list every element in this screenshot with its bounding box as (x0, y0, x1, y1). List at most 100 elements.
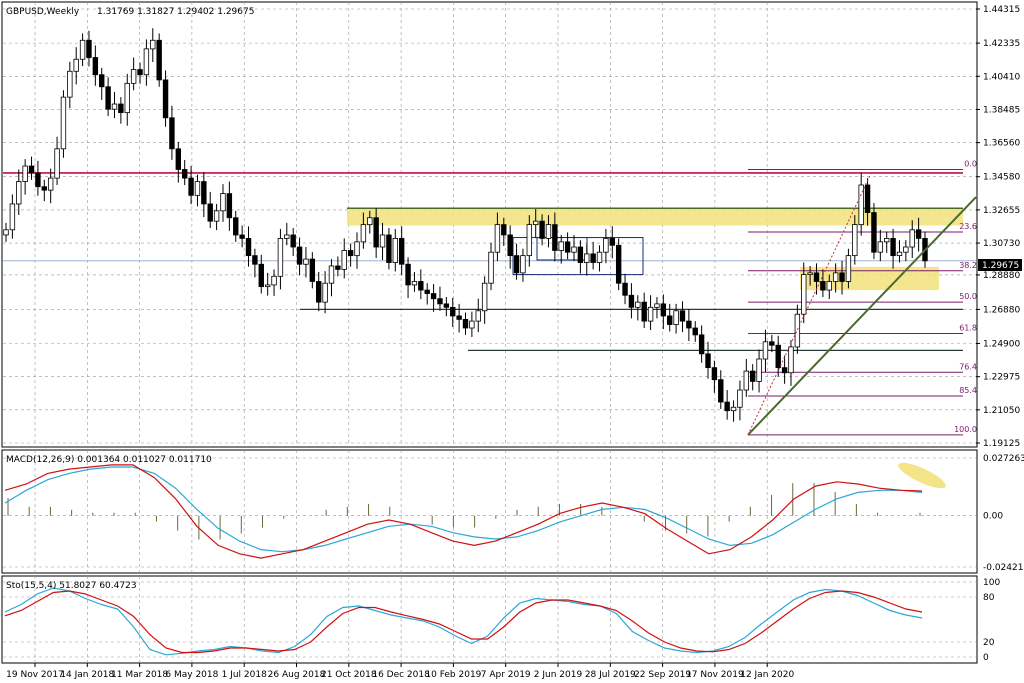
candle-body (622, 282, 628, 296)
main-ohlc: 1.31769 1.31827 1.29402 1.29675 (97, 7, 254, 17)
candle-body (245, 238, 252, 257)
time-tick-label: 14 Jan 2018 (60, 670, 114, 680)
time-tick-label: 19 Nov 2017 (6, 670, 64, 680)
candle-body (456, 315, 462, 320)
stoch-panel-frame (1, 575, 978, 664)
time-tick-label: 21 Oct 2018 (321, 670, 377, 680)
candle-body (794, 313, 801, 348)
candle-body (309, 258, 316, 282)
candle-body (654, 303, 660, 308)
candle-body (47, 177, 54, 191)
macd-line (4, 464, 923, 559)
candle-body (111, 103, 118, 110)
candle-body (105, 86, 111, 110)
candle-body (405, 263, 411, 286)
time-tick-label: 28 Jul 2019 (585, 670, 636, 680)
stochastic-series (4, 587, 923, 656)
candle-body (864, 184, 871, 213)
candle-body (367, 217, 373, 226)
macd-axis: 0.027263 0.00 -0.024213 (983, 454, 1024, 573)
candle-body (354, 241, 360, 257)
candle-body (67, 70, 73, 98)
price-tick-label: 1.38485 (983, 105, 1020, 115)
candle-body (392, 238, 398, 263)
candle-body (711, 367, 718, 381)
time-tick-label: 10 Feb 2019 (425, 670, 481, 680)
candle-body (571, 246, 577, 253)
candle-body (903, 246, 909, 253)
candle-body (698, 334, 705, 355)
price-tick-label: 1.30730 (983, 239, 1020, 249)
candle-body (603, 238, 609, 253)
stoch-tick-label: 100 (983, 578, 1000, 588)
stoch-tick-label: 80 (983, 593, 995, 603)
macd-series (4, 464, 923, 559)
candle-body (450, 306, 456, 317)
time-tick-label: 17 Nov 2019 (686, 670, 744, 680)
candle-body (481, 282, 488, 312)
candle-body (635, 301, 641, 308)
candle-body (475, 310, 481, 322)
time-tick-label: 2 Jun 2019 (534, 670, 583, 680)
candle-body (207, 203, 213, 222)
candle-body (526, 224, 533, 257)
candle-body (258, 263, 264, 288)
macd-tick-label: 0.027263 (983, 454, 1024, 464)
price-tick-label: 1.22975 (983, 373, 1020, 383)
candle-body (213, 210, 220, 222)
candle-body (424, 289, 430, 294)
candle-body (462, 318, 469, 329)
candle-body (360, 224, 367, 243)
candle-body (762, 341, 769, 360)
uptrend-line (747, 196, 977, 436)
candle-body (781, 367, 788, 374)
candle-body (552, 224, 558, 251)
candle-body (290, 234, 296, 248)
candle-body (156, 39, 162, 81)
candle-body (858, 184, 864, 226)
candle-body (590, 253, 596, 263)
candle-body (271, 275, 277, 286)
candle-body (443, 303, 450, 308)
candle-body (60, 96, 67, 150)
candle-body (896, 251, 903, 257)
candle-body (430, 293, 437, 300)
candle-body (35, 172, 41, 188)
stoch-k-line (4, 587, 923, 656)
candle-body (201, 181, 207, 205)
time-tick-label: 16 Dec 2018 (372, 670, 430, 680)
price-tick-label: 1.32655 (983, 206, 1020, 216)
candle-body (788, 346, 794, 374)
fib-level-label: 0.0 (964, 159, 977, 168)
time-tick-label: 11 Mar 2018 (111, 670, 168, 680)
candle-body (79, 39, 86, 60)
price-tick-label: 1.21050 (983, 406, 1020, 416)
candle-body (194, 181, 201, 196)
stoch-tick-label: 0 (983, 653, 989, 663)
candle-body (743, 370, 750, 391)
candle-body (347, 250, 354, 257)
candle-body (801, 274, 807, 315)
candle-body (852, 224, 858, 257)
price-tick-label: 1.34580 (983, 173, 1020, 183)
macd-signal-line (4, 466, 923, 553)
candle-body (705, 353, 711, 369)
candle-body (545, 224, 552, 239)
candle-body (679, 310, 686, 322)
candle-body (807, 272, 813, 275)
candle-body (373, 217, 379, 248)
candle-body (915, 229, 922, 239)
candle-body (820, 281, 826, 291)
candle-body (673, 310, 679, 325)
candle-body (488, 251, 494, 284)
candle-body (162, 79, 169, 119)
macd-cross-highlight (898, 462, 946, 489)
candle-body (749, 370, 756, 382)
candle-body (9, 203, 16, 231)
candle-body (577, 246, 584, 263)
current-price-label: 1.29675 (982, 261, 1019, 271)
candle-body (596, 251, 603, 263)
candle-body (284, 234, 290, 239)
fib-level-label: 23.6 (959, 222, 977, 231)
